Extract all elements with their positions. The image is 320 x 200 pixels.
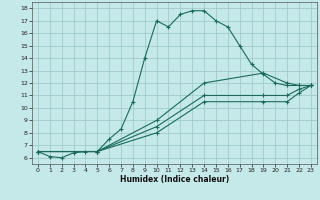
X-axis label: Humidex (Indice chaleur): Humidex (Indice chaleur) — [120, 175, 229, 184]
